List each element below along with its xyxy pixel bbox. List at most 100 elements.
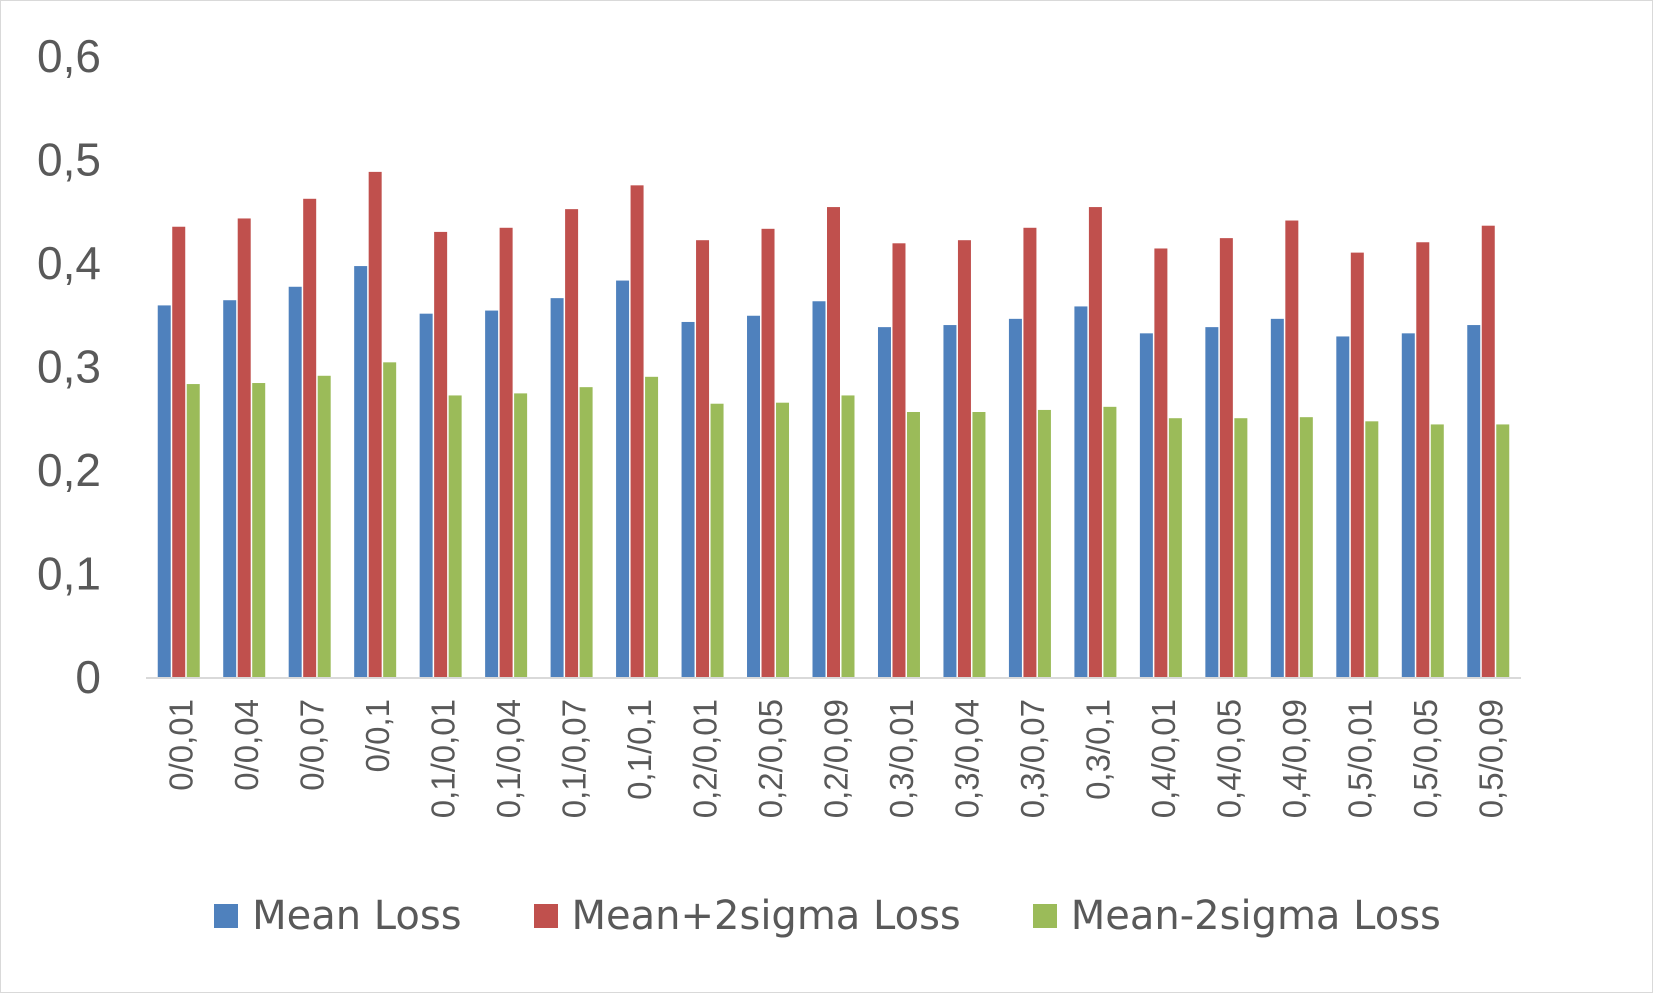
bar bbox=[761, 228, 775, 678]
y-tick-label: 0,4 bbox=[37, 237, 101, 289]
legend-label-mean-plus-2sigma-loss: Mean+2sigma Loss bbox=[571, 893, 961, 939]
bar bbox=[434, 231, 448, 678]
x-tick-label: 0,2/0,01 bbox=[687, 699, 724, 818]
x-tick-label: 0/0,04 bbox=[228, 699, 265, 791]
bar bbox=[223, 300, 237, 678]
bar bbox=[1350, 252, 1364, 678]
bar bbox=[645, 376, 659, 678]
legend-swatch-mean-minus-2sigma-loss bbox=[1032, 904, 1057, 928]
x-tick-label: 0,1/0,1 bbox=[621, 699, 658, 800]
x-tick-label: 0,2/0,09 bbox=[818, 699, 855, 818]
bar bbox=[1008, 318, 1022, 678]
legend-label-mean-loss: Mean Loss bbox=[252, 893, 462, 939]
x-tick-label: 0,3/0,1 bbox=[1079, 699, 1116, 800]
bar bbox=[1219, 238, 1233, 679]
bar bbox=[1139, 333, 1153, 678]
x-tick-label: 0,4/0,05 bbox=[1210, 699, 1247, 818]
x-tick-label: 0,1/0,01 bbox=[425, 699, 462, 818]
legend: Mean Loss Mean+2sigma Loss Mean-2sigma L… bbox=[1, 886, 1653, 946]
bar bbox=[514, 393, 528, 679]
x-tick-label: 0/0,1 bbox=[359, 699, 396, 772]
bar bbox=[630, 185, 644, 678]
legend-swatch-mean-plus-2sigma-loss bbox=[533, 904, 558, 928]
x-tick-label: 0,4/0,01 bbox=[1145, 699, 1182, 818]
x-tick-label: 0,3/0,07 bbox=[1014, 699, 1051, 818]
bar bbox=[1285, 220, 1299, 678]
bar bbox=[892, 243, 906, 679]
bar bbox=[747, 315, 761, 678]
bar bbox=[1430, 424, 1444, 678]
bar bbox=[1270, 318, 1284, 678]
bar bbox=[1299, 417, 1313, 678]
bar bbox=[237, 218, 251, 678]
x-tick-label: 0,5/0,01 bbox=[1341, 699, 1378, 818]
x-tick-label: 0,5/0,09 bbox=[1472, 699, 1509, 818]
bar bbox=[499, 227, 513, 678]
bar bbox=[448, 395, 462, 678]
bar bbox=[943, 325, 957, 678]
bar bbox=[172, 226, 186, 679]
x-tick-label: 0,5/0,05 bbox=[1407, 699, 1444, 818]
x-tick-label: 0,3/0,04 bbox=[948, 699, 985, 818]
legend-item-mean-minus-2sigma-loss: Mean-2sigma Loss bbox=[1032, 893, 1441, 939]
bar bbox=[303, 198, 317, 679]
x-tick-label: 0,1/0,07 bbox=[556, 699, 593, 818]
y-tick-label: 0,6 bbox=[37, 30, 101, 82]
bar bbox=[157, 305, 171, 678]
y-tick-label: 0,5 bbox=[37, 134, 101, 186]
bar bbox=[841, 395, 855, 678]
bar bbox=[252, 383, 266, 678]
legend-swatch-mean-loss bbox=[214, 904, 239, 928]
bar bbox=[1234, 418, 1248, 678]
bar bbox=[1088, 207, 1102, 678]
bar bbox=[710, 403, 724, 678]
bar bbox=[776, 402, 790, 678]
x-tick-label: 0,4/0,09 bbox=[1276, 699, 1313, 818]
x-tick-label: 0/0,07 bbox=[294, 699, 331, 791]
y-tick-label: 0 bbox=[75, 651, 101, 703]
bar bbox=[812, 301, 826, 678]
bar bbox=[696, 240, 710, 678]
bar bbox=[383, 362, 397, 678]
bar bbox=[906, 412, 920, 678]
bar bbox=[1168, 418, 1182, 678]
bar bbox=[1496, 424, 1510, 678]
bar bbox=[1401, 333, 1415, 678]
bar bbox=[565, 209, 579, 678]
bar bbox=[1103, 406, 1117, 678]
x-tick-label: 0,3/0,01 bbox=[883, 699, 920, 818]
bar bbox=[681, 321, 695, 678]
legend-item-mean-plus-2sigma-loss: Mean+2sigma Loss bbox=[533, 893, 961, 939]
y-tick-label: 0,3 bbox=[37, 341, 101, 393]
bar bbox=[288, 286, 302, 678]
bar bbox=[186, 384, 200, 678]
bar bbox=[1365, 421, 1379, 678]
bar bbox=[1074, 306, 1088, 678]
bar bbox=[579, 387, 593, 678]
x-tick-label: 0/0,01 bbox=[163, 699, 200, 791]
bar bbox=[1336, 336, 1350, 678]
x-tick-label: 0,2/0,05 bbox=[752, 699, 789, 818]
bar bbox=[1023, 227, 1037, 678]
legend-label-mean-minus-2sigma-loss: Mean-2sigma Loss bbox=[1070, 893, 1441, 939]
x-tick-label: 0,1/0,04 bbox=[490, 699, 527, 818]
bar bbox=[1205, 327, 1219, 678]
bar bbox=[1037, 409, 1051, 678]
y-tick-label: 0,2 bbox=[37, 444, 101, 496]
bar bbox=[877, 327, 891, 678]
bar bbox=[485, 310, 499, 678]
bar bbox=[550, 298, 564, 678]
y-tick-label: 0,1 bbox=[37, 548, 101, 600]
bar bbox=[972, 412, 986, 678]
bar bbox=[827, 207, 840, 678]
bar bbox=[419, 313, 433, 678]
bar bbox=[354, 266, 368, 678]
bar bbox=[317, 375, 331, 678]
bar bbox=[368, 171, 382, 678]
legend-item-mean-loss: Mean Loss bbox=[214, 893, 462, 939]
bar bbox=[616, 280, 630, 678]
bar bbox=[1416, 242, 1430, 678]
bar bbox=[1467, 325, 1481, 678]
